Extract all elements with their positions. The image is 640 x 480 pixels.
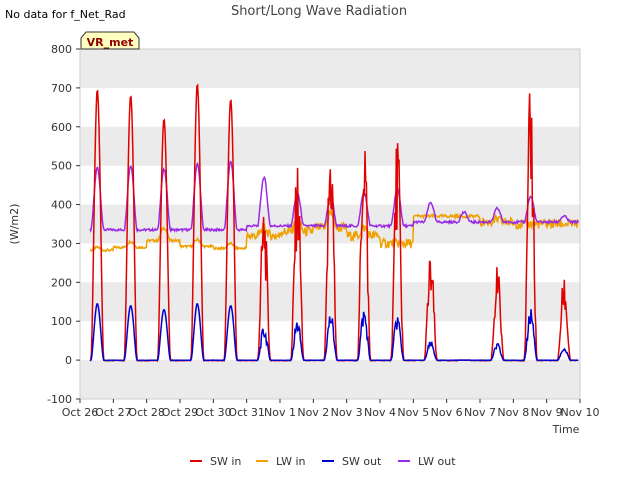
- x-tick-label: Nov 3: [331, 406, 363, 419]
- legend-label: SW out: [342, 455, 382, 468]
- x-tick-label: Nov 4: [364, 406, 396, 419]
- grid-band: [80, 282, 580, 322]
- y-tick-label: 300: [51, 237, 72, 250]
- x-tick-label: Nov 6: [431, 406, 463, 419]
- x-tick-label: Nov 2: [297, 406, 329, 419]
- badge-shape: [80, 31, 140, 50]
- x-axis-label: Time: [552, 423, 580, 436]
- x-tick-label: Oct 26: [62, 406, 99, 419]
- grid-band: [80, 126, 580, 166]
- series-line-sw-out: [89, 303, 579, 362]
- y-tick-label: 800: [51, 43, 72, 56]
- y-tick-label: 600: [51, 121, 72, 134]
- series-lines: [89, 83, 579, 363]
- series-line-lw-out: [89, 160, 579, 234]
- no-data-note: No data for f_Net_Rad: [5, 8, 126, 21]
- y-tick-label: 100: [51, 315, 72, 328]
- x-tick-label: Nov 10: [561, 406, 600, 419]
- series-line-lw-in: [89, 209, 579, 253]
- grid-band: [80, 204, 580, 244]
- y-tick-label: 400: [51, 199, 72, 212]
- chart-title: Short/Long Wave Radiation: [231, 4, 407, 19]
- x-tick-label: Nov 9: [531, 406, 563, 419]
- x-tick-label: Oct 28: [128, 406, 165, 419]
- y-axis: -100 0 100 200 300 400 500 600 700 800: [47, 43, 80, 406]
- legend-label: SW in: [210, 455, 241, 468]
- vr-met-badge: VR_met: [80, 31, 140, 50]
- x-tick-label: Nov 8: [497, 406, 529, 419]
- grid-band: [80, 360, 580, 399]
- grid-band: [80, 49, 580, 88]
- badge-label: VR_met: [87, 36, 134, 49]
- y-tick-label: 200: [51, 276, 72, 289]
- x-tick-label: Nov 1: [264, 406, 296, 419]
- legend: SW in LW in SW out LW out: [190, 455, 456, 468]
- y-tick-label: -100: [47, 393, 72, 406]
- legend-label: LW out: [418, 455, 456, 468]
- legend-label: LW in: [276, 455, 306, 468]
- y-tick-label: 700: [51, 82, 72, 95]
- x-tick-label: Nov 5: [397, 406, 429, 419]
- y-tick-label: 500: [51, 160, 72, 173]
- y-axis-label: (W/m2): [8, 204, 21, 245]
- x-tick-label: Oct 31: [228, 406, 265, 419]
- x-tick-label: Oct 30: [195, 406, 232, 419]
- plot-border: [79, 48, 581, 400]
- x-tick-label: Nov 7: [464, 406, 496, 419]
- x-tick-label: Oct 29: [162, 406, 199, 419]
- y-tick-label: 0: [65, 354, 72, 367]
- x-tick-label: Oct 27: [95, 406, 132, 419]
